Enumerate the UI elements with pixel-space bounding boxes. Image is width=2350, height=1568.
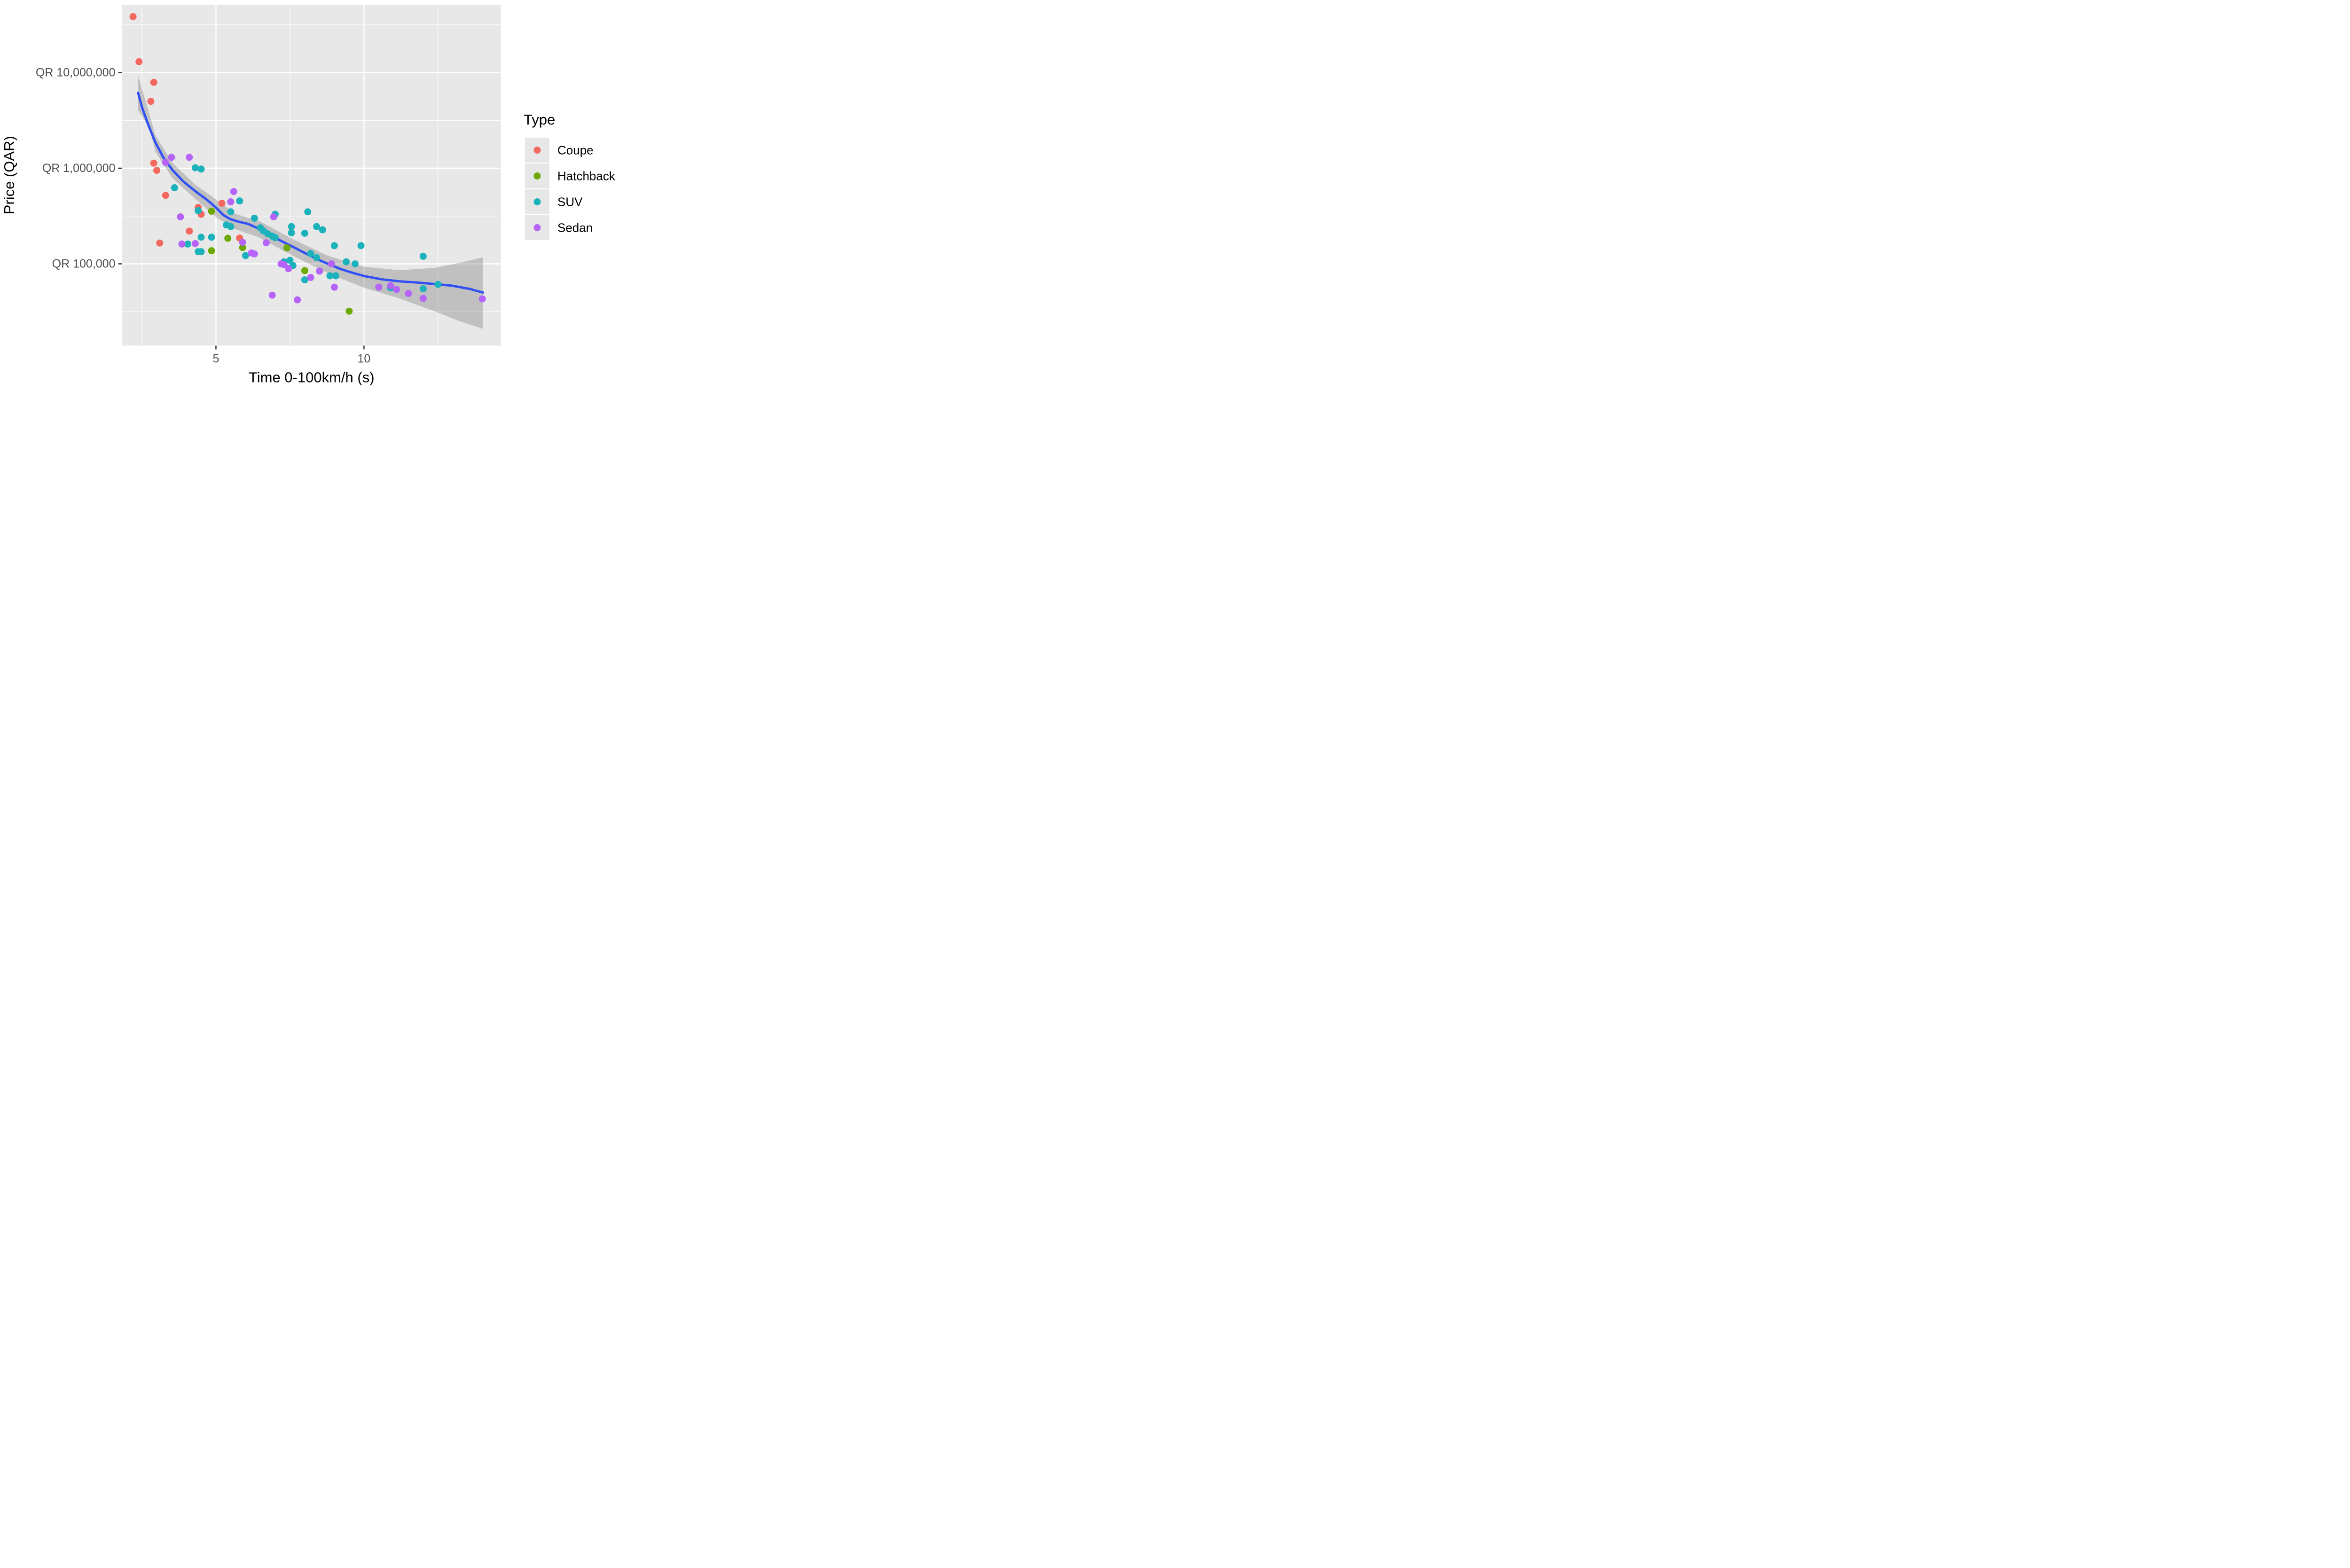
data-point-suv <box>236 197 243 205</box>
data-point-sedan <box>251 250 258 257</box>
legend-label: Coupe <box>557 143 594 157</box>
x-axis-title: Time 0-100km/h (s) <box>249 369 375 386</box>
data-point-sedan <box>162 159 169 166</box>
legend-title: Type <box>524 111 555 128</box>
data-point-sedan <box>270 213 277 221</box>
data-point-suv <box>197 248 205 256</box>
data-point-suv <box>184 240 192 248</box>
data-point-suv <box>197 234 205 241</box>
data-point-hatchback <box>239 244 246 251</box>
legend-key-point-coupe <box>533 147 541 154</box>
data-point-sedan <box>328 260 335 268</box>
data-point-coupe <box>147 98 155 105</box>
data-point-sedan <box>285 265 292 273</box>
data-point-suv <box>227 223 235 230</box>
data-point-hatchback <box>283 244 291 251</box>
data-point-sedan <box>405 290 412 297</box>
smooth-confidence-band <box>138 75 483 329</box>
data-point-suv <box>197 165 205 173</box>
data-point-suv <box>343 258 350 265</box>
data-point-suv <box>357 242 365 250</box>
data-point-suv <box>208 234 215 241</box>
data-point-sedan <box>478 295 486 303</box>
x-axis-tick-label: 10 <box>357 352 370 366</box>
data-point-hatchback <box>301 267 308 274</box>
data-point-sedan <box>178 240 186 248</box>
data-point-coupe <box>186 227 193 235</box>
data-point-suv <box>251 214 258 222</box>
data-point-sedan <box>191 240 199 247</box>
legend-key-point-hatchback <box>533 172 541 179</box>
y-axis-tick-label: QR 10,000,000 <box>36 66 116 79</box>
data-point-coupe <box>218 200 226 207</box>
data-point-suv <box>434 281 442 288</box>
data-point-sedan <box>393 286 400 293</box>
data-point-suv <box>351 260 359 268</box>
data-point-coupe <box>153 167 161 174</box>
legend-key-point-suv <box>533 198 541 205</box>
data-point-suv <box>286 257 294 264</box>
data-point-suv <box>271 234 279 242</box>
data-point-suv <box>195 207 202 214</box>
data-point-sedan <box>419 295 427 302</box>
data-point-suv <box>326 272 334 280</box>
data-point-coupe <box>156 239 164 247</box>
y-axis-tick-label: QR 1,000,000 <box>42 162 116 175</box>
plot-canvas: QR 10,000,000 QR 1,000,000 QR 100,000 5 10 Ti… <box>1 5 616 386</box>
legend-key-point-sedan <box>533 224 541 231</box>
data-point-coupe <box>129 13 137 20</box>
data-point-suv <box>313 254 321 261</box>
data-point-sedan <box>316 267 323 275</box>
data-point-suv <box>191 164 199 172</box>
y-axis-tick-label: QR 100,000 <box>52 257 116 271</box>
data-point-suv <box>330 242 338 250</box>
data-point-suv <box>307 250 314 257</box>
data-point-suv <box>332 272 340 280</box>
data-point-suv <box>288 223 295 230</box>
data-point-sedan <box>387 282 394 289</box>
data-point-suv <box>313 223 321 230</box>
data-point-hatchback <box>208 208 215 215</box>
data-point-suv <box>242 252 249 259</box>
data-point-hatchback <box>224 234 232 242</box>
data-point-sedan <box>177 213 184 221</box>
data-point-sedan <box>294 296 301 304</box>
data-point-suv <box>419 285 427 292</box>
data-point-sedan <box>230 188 237 195</box>
data-point-suv <box>419 252 427 260</box>
data-point-sedan <box>239 239 246 246</box>
data-point-sedan <box>263 239 270 247</box>
data-point-sedan <box>307 274 314 281</box>
data-point-sedan <box>227 198 235 206</box>
data-point-sedan <box>268 291 276 299</box>
x-axis-tick-label: 5 <box>213 352 219 366</box>
y-axis-title: Price (QAR) <box>1 136 17 214</box>
data-point-hatchback <box>345 307 353 315</box>
data-point-coupe <box>135 58 143 65</box>
data-point-coupe <box>150 78 157 86</box>
data-point-suv <box>288 229 295 237</box>
data-point-sedan <box>330 283 338 291</box>
legend-label: Sedan <box>557 221 593 235</box>
data-point-suv <box>304 208 312 216</box>
data-point-coupe <box>150 159 157 167</box>
data-point-suv <box>171 184 178 192</box>
data-point-sedan <box>186 154 193 161</box>
legend-label: Hatchback <box>557 169 616 183</box>
data-point-suv <box>319 226 326 234</box>
data-point-suv <box>301 229 308 237</box>
ggplot-scatter-figure: QR 10,000,000 QR 1,000,000 QR 100,000 5 10 Ti… <box>0 0 634 392</box>
legend-label: SUV <box>557 195 583 209</box>
data-point-suv <box>227 208 235 216</box>
data-point-sedan <box>168 154 175 161</box>
data-point-sedan <box>375 283 383 291</box>
data-point-coupe <box>162 192 169 199</box>
data-point-hatchback <box>208 247 215 255</box>
data-point-suv <box>301 276 308 284</box>
